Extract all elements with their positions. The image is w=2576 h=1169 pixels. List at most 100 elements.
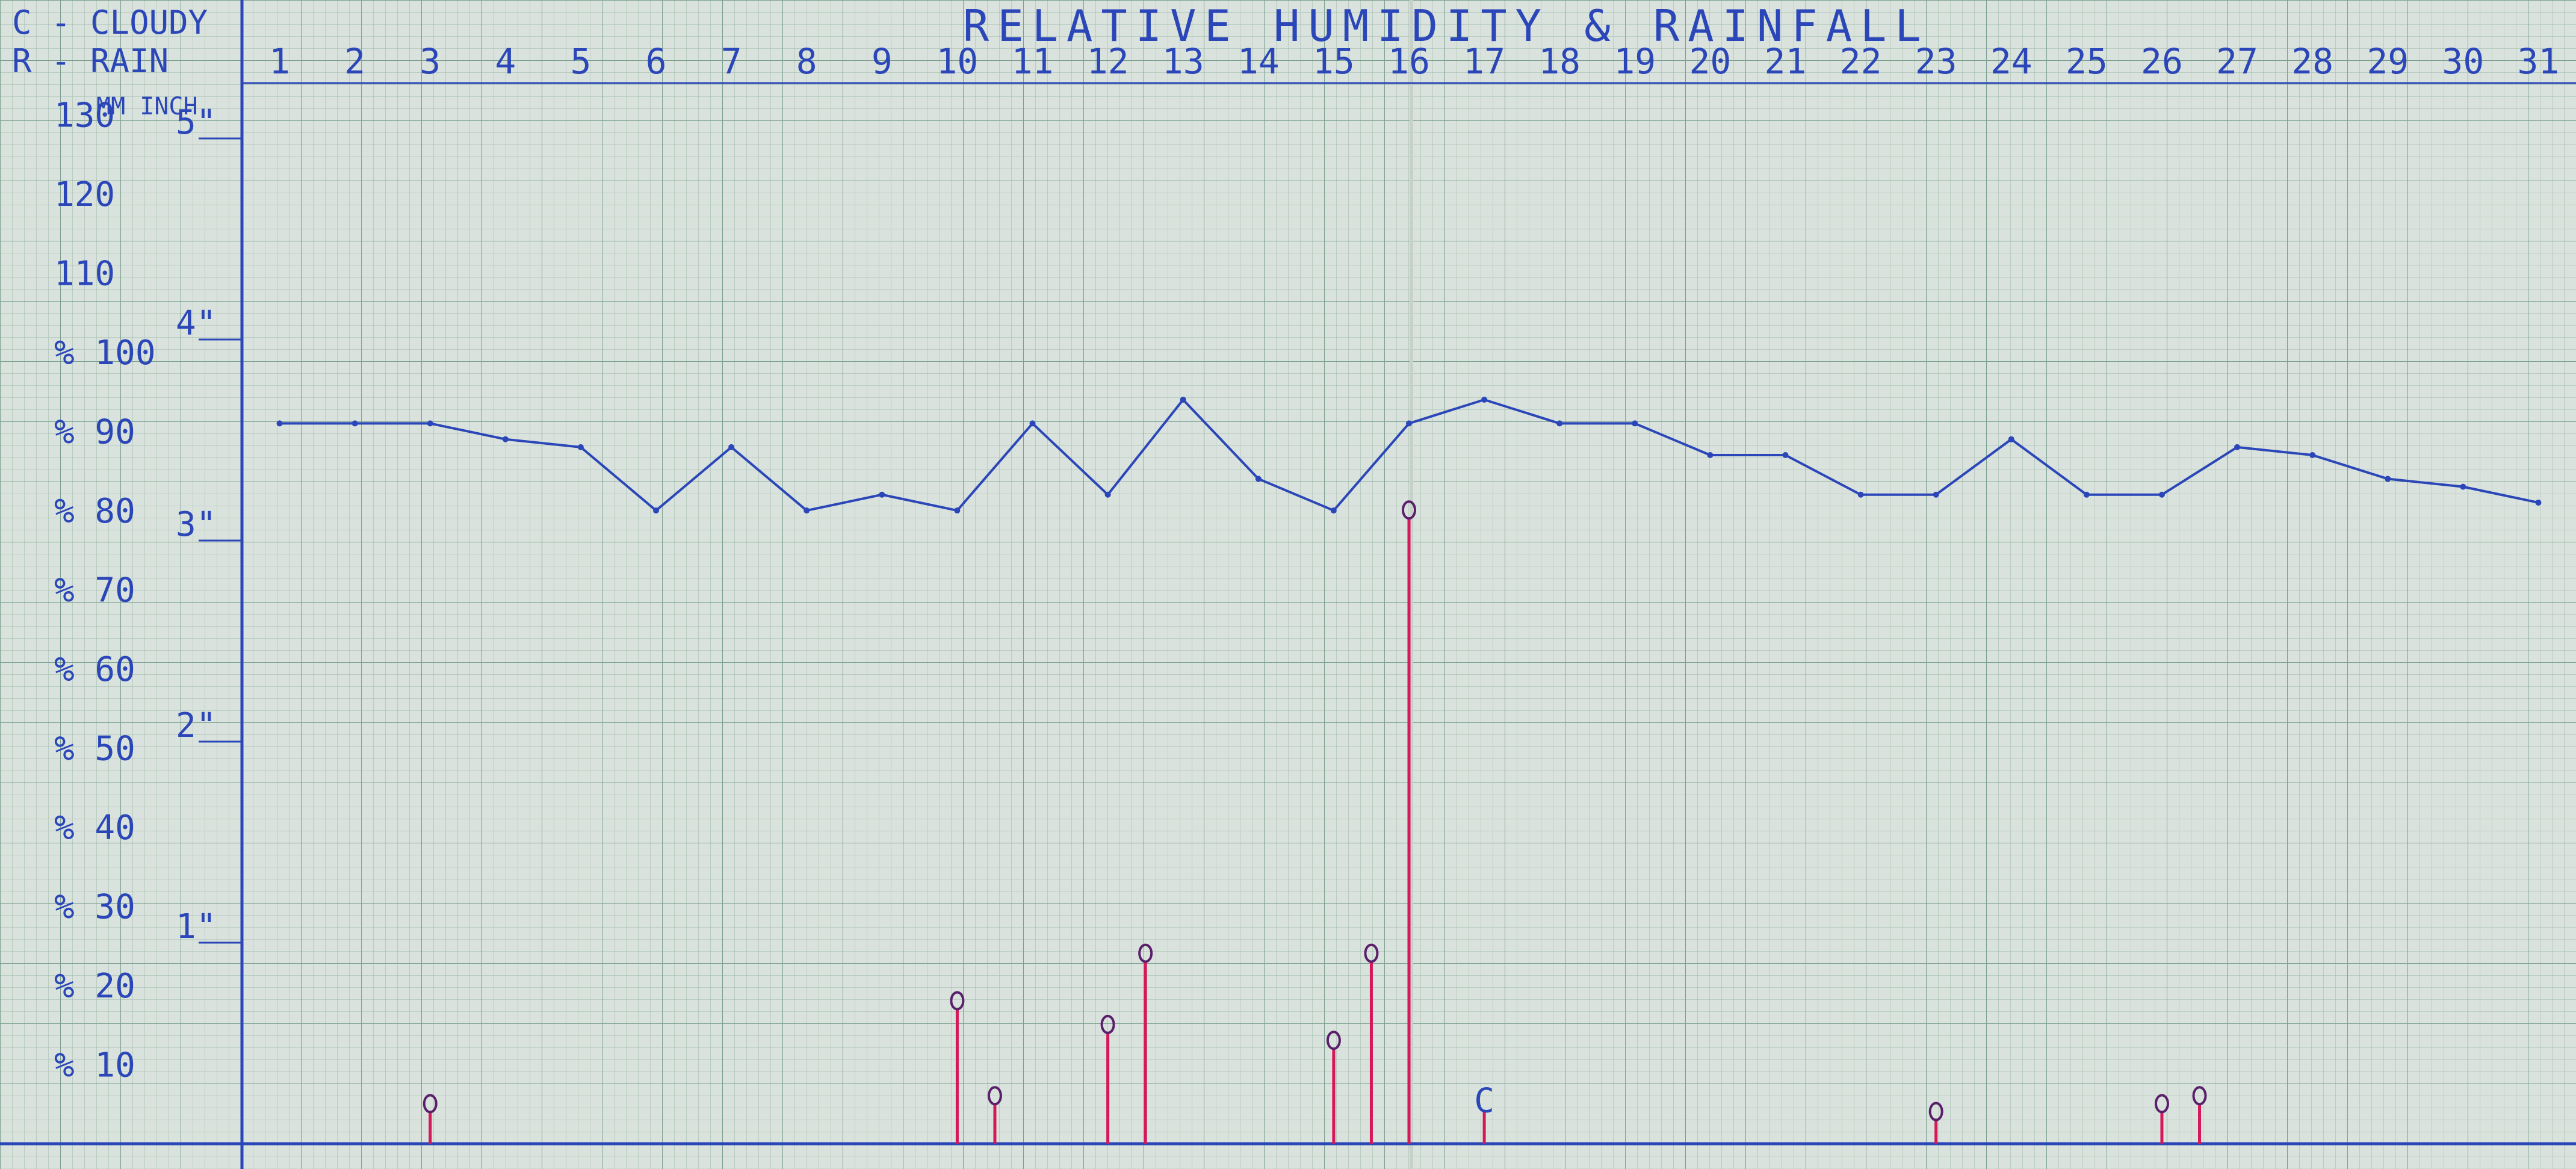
humidity-point-15: [1330, 507, 1337, 514]
humidity-point-10: [954, 507, 961, 514]
humidity-point-29: [2385, 476, 2391, 482]
y-tick-label-80: % 80: [54, 492, 135, 531]
humidity-point-17: [1481, 396, 1488, 403]
inch-tick-label-5: 5": [176, 103, 216, 142]
inch-tick-label-2: 2": [176, 706, 216, 745]
legend-rain: R - RAIN: [12, 42, 169, 80]
rain-marker-11: [2154, 1094, 2169, 1114]
rain-marker-9: C: [1474, 1081, 1494, 1120]
humidity-point-4: [502, 436, 509, 442]
x-tick-label-3: 3: [420, 41, 441, 82]
y-tick-label-20: % 20: [54, 967, 135, 1006]
humidity-point-20: [1707, 452, 1714, 459]
x-tick-label-26: 26: [2141, 41, 2183, 82]
humidity-point-14: [1255, 476, 1262, 482]
inch-tick-labels: 1" 2" 3" 4" 5": [176, 103, 242, 946]
x-tick-label-1: 1: [269, 41, 290, 82]
humidity-point-5: [577, 444, 584, 450]
humidity-point-7: [728, 444, 735, 450]
rain-marker-2: [950, 991, 965, 1011]
rain-markers: C: [423, 500, 2207, 1121]
rain-marker-8: [1402, 500, 1416, 520]
y-tick-labels: % 10 % 20 % 30 % 40 % 50 % 60 % 70 % 80 % 90 % 10…: [54, 96, 156, 1085]
humidity-point-26: [2158, 491, 2165, 498]
x-tick-label-22: 22: [1840, 41, 1882, 82]
rain-marker-6: [1326, 1031, 1341, 1050]
humidity-point-24: [2008, 436, 2014, 442]
humidity-point-21: [1782, 452, 1789, 459]
rain-marker-3: [987, 1086, 1002, 1106]
x-tick-label-6: 6: [646, 41, 667, 82]
x-tick-label-4: 4: [495, 41, 516, 82]
rain-marker-12: [2192, 1086, 2207, 1106]
humidity-point-3: [427, 420, 433, 427]
x-tick-label-9: 9: [872, 41, 893, 82]
x-tick-label-23: 23: [1915, 41, 1957, 82]
x-tick-label-13: 13: [1162, 41, 1204, 82]
humidity-point-25: [2083, 491, 2090, 498]
inch-tick-label-1: 1": [176, 907, 216, 946]
humidity-point-12: [1104, 491, 1111, 498]
x-tick-label-29: 29: [2367, 41, 2409, 82]
humidity-point-11: [1029, 420, 1036, 427]
humidity-point-9: [879, 491, 885, 498]
y-tick-label-100: % 100: [54, 333, 156, 373]
x-tick-label-7: 7: [721, 41, 742, 82]
inch-tick-label-4: 4": [176, 304, 216, 343]
x-tick-labels: 1 2 3 4 5 6 7 8 9 10 11 12 13 14 15 16 17 18 19 20 21 22 23 24 2…: [269, 41, 2559, 82]
y-tick-label-60: % 60: [54, 650, 135, 689]
x-tick-label-8: 8: [796, 41, 817, 82]
x-tick-label-16: 16: [1388, 41, 1430, 82]
x-tick-label-12: 12: [1087, 41, 1129, 82]
rain-marker-10: [1928, 1102, 1943, 1121]
x-tick-label-2: 2: [344, 41, 365, 82]
x-tick-label-10: 10: [936, 41, 978, 82]
y-tick-label-50: % 50: [54, 730, 135, 769]
x-tick-label-21: 21: [1765, 41, 1807, 82]
legend-cloudy: C - CLOUDY: [12, 4, 208, 42]
humidity-line-layer: [276, 396, 2542, 514]
x-tick-label-20: 20: [1689, 41, 1731, 82]
x-tick-label-28: 28: [2291, 41, 2333, 82]
x-tick-label-24: 24: [1990, 41, 2033, 82]
y-tick-label-40: % 40: [54, 808, 135, 848]
humidity-point-30: [2460, 483, 2466, 490]
x-tick-label-14: 14: [1237, 41, 1280, 82]
rainfall-bars: [429, 518, 2202, 1144]
rain-marker-7: [1364, 943, 1379, 963]
humidity-point-18: [1556, 420, 1563, 427]
units-header: MM INCH: [96, 93, 198, 120]
humidity-point-19: [1632, 420, 1638, 427]
y-tick-label-110: 110: [54, 255, 115, 294]
rain-marker-1: [423, 1094, 438, 1114]
x-tick-label-5: 5: [570, 41, 591, 82]
x-tick-label-18: 18: [1538, 41, 1581, 82]
y-tick-label-70: % 70: [54, 571, 135, 610]
humidity-point-28: [2309, 452, 2316, 459]
humidity-point-23: [1933, 491, 1939, 498]
chart-title: RELATIVE HUMIDITY & RAINFALL: [963, 1, 1930, 51]
x-tick-label-30: 30: [2442, 41, 2484, 82]
y-tick-label-10: % 10: [54, 1046, 135, 1085]
humidity-point-2: [351, 420, 358, 427]
x-tick-label-17: 17: [1463, 41, 1505, 82]
humidity-point-27: [2234, 444, 2241, 450]
humidity-point-8: [803, 507, 810, 514]
y-tick-label-90: % 90: [54, 413, 135, 452]
humidity-point-22: [1857, 491, 1864, 498]
y-tick-label-130: 130: [54, 96, 115, 135]
x-tick-label-15: 15: [1313, 41, 1355, 82]
x-tick-label-19: 19: [1614, 41, 1656, 82]
humidity-point-6: [653, 507, 660, 514]
humidity-point-1: [276, 420, 283, 427]
rain-marker-5: [1138, 943, 1153, 963]
y-tick-label-30: % 30: [54, 888, 135, 927]
y-tick-label-120: 120: [54, 175, 115, 214]
x-tick-label-25: 25: [2066, 41, 2108, 82]
inch-tick-label-3: 3": [176, 505, 216, 544]
humidity-point-13: [1180, 396, 1186, 403]
x-tick-label-31: 31: [2518, 41, 2560, 82]
